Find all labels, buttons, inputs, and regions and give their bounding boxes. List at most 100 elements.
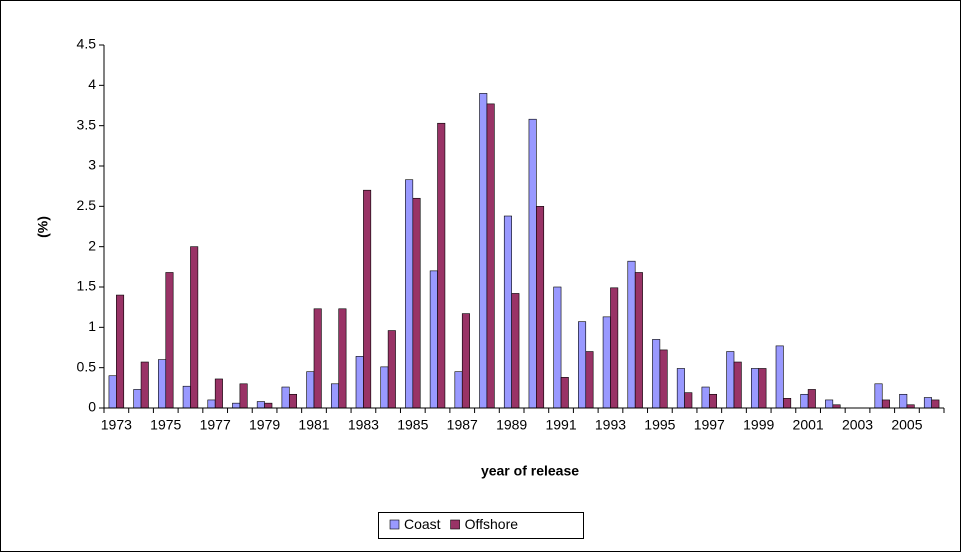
x-tick-label: 1979 (249, 417, 280, 433)
bar (380, 366, 389, 409)
bar (182, 385, 191, 409)
bar (800, 393, 809, 409)
legend-swatch (450, 519, 460, 530)
x-tick-label: 1975 (150, 417, 181, 433)
bar (775, 345, 784, 409)
bar (627, 260, 636, 409)
bar (133, 389, 142, 409)
legend-swatch (389, 519, 400, 530)
y-tick-label: 2.5 (77, 197, 97, 213)
bar (610, 287, 619, 409)
bar (116, 294, 125, 409)
bar (313, 308, 322, 409)
bar (659, 349, 668, 409)
y-tick-label: 1.5 (77, 278, 97, 294)
x-tick-label: 1991 (545, 417, 576, 433)
y-tick-label: 4 (88, 76, 96, 92)
bar (387, 330, 396, 409)
x-tick-label: 1999 (743, 417, 774, 433)
bar (684, 392, 693, 409)
bar (807, 389, 816, 409)
bar (330, 383, 340, 409)
bar (479, 93, 488, 409)
bar (461, 313, 470, 409)
x-tick-label: 1993 (595, 417, 626, 433)
bar (560, 377, 569, 409)
bar (232, 402, 241, 409)
x-tick-label: 2001 (793, 417, 824, 433)
bar (306, 371, 315, 409)
x-tick-label: 1989 (496, 417, 527, 433)
x-tick-label: 1985 (397, 417, 428, 433)
bar (585, 351, 594, 409)
y-tick-label: 3 (88, 157, 96, 173)
bar (288, 393, 298, 409)
bar (256, 401, 265, 409)
bar (486, 103, 495, 409)
bar (158, 359, 167, 409)
x-tick-label: 2005 (891, 417, 922, 433)
legend-box (378, 512, 584, 539)
bar (264, 402, 273, 409)
bar (634, 272, 643, 409)
bar (652, 339, 661, 409)
bar (429, 270, 438, 409)
x-tick-label: 2003 (842, 417, 873, 433)
bar (733, 361, 742, 409)
bar (874, 383, 883, 409)
legend-label: Coast (404, 516, 441, 532)
bar (553, 286, 562, 409)
x-tick-label: 1997 (694, 417, 725, 433)
bar (511, 293, 520, 409)
bar (454, 371, 463, 409)
bar (602, 316, 611, 409)
bar (190, 246, 199, 409)
bar (207, 399, 216, 409)
y-tick-label: 0.5 (77, 358, 97, 374)
x-tick-label: 1987 (447, 417, 478, 433)
bar (355, 356, 364, 409)
bar (405, 179, 414, 409)
y-tick-label: 1 (88, 318, 96, 334)
bar (578, 321, 587, 409)
x-tick-label: 1973 (101, 417, 132, 433)
bar (214, 378, 223, 409)
bar (503, 215, 512, 409)
bar (239, 383, 248, 409)
x-tick-label: 1983 (348, 417, 379, 433)
bar (923, 397, 932, 409)
x-tick-label: 1981 (298, 417, 329, 433)
bar (165, 272, 174, 409)
bar (437, 122, 446, 409)
bar (899, 393, 908, 409)
bar (825, 399, 834, 409)
bar (708, 393, 718, 409)
bar (281, 386, 290, 409)
y-tick-label: 0 (88, 399, 96, 415)
bar (931, 399, 940, 409)
bar (140, 361, 149, 409)
bar (783, 398, 792, 409)
x-tick-label: 1995 (644, 417, 675, 433)
bar (750, 368, 760, 409)
bar (881, 399, 890, 409)
bar (108, 375, 117, 409)
x-tick-label: 1977 (200, 417, 231, 433)
bar (338, 308, 347, 409)
bar (701, 386, 710, 409)
bar (363, 189, 372, 409)
y-tick-label: 4.5 (77, 36, 97, 52)
bar (676, 368, 685, 409)
y-axis-title: (%) (35, 216, 51, 238)
bar (528, 118, 537, 409)
x-axis-title: year of release (481, 463, 579, 479)
y-tick-label: 3.5 (77, 116, 97, 132)
bar (758, 368, 767, 409)
bar (726, 351, 735, 409)
bar (536, 206, 545, 409)
legend-label: Offshore (465, 516, 519, 532)
y-tick-label: 2 (88, 237, 96, 253)
bar (412, 197, 421, 409)
